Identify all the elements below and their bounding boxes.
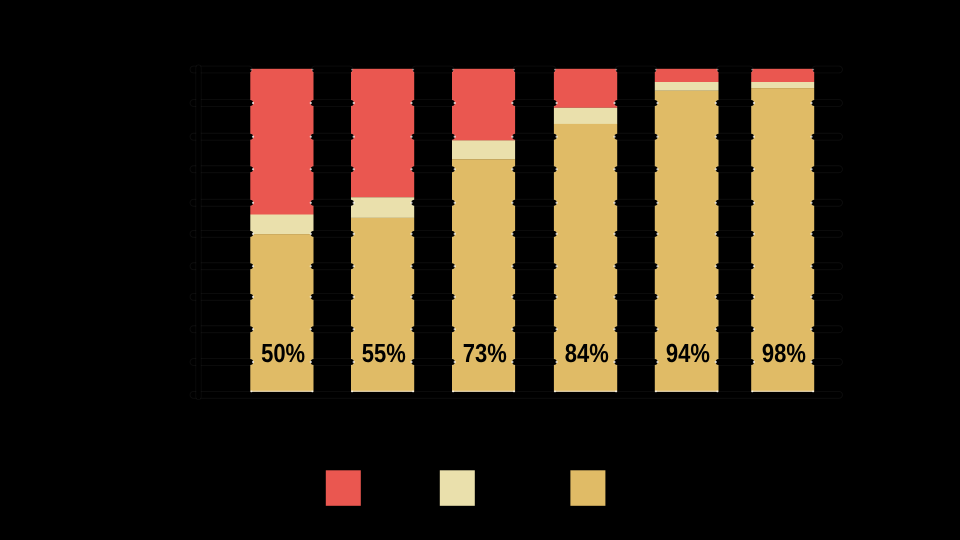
svg-text:73%: 73% xyxy=(463,338,507,368)
svg-text:94%: 94% xyxy=(666,338,710,368)
svg-text:84%: 84% xyxy=(565,338,609,368)
svg-text:55%: 55% xyxy=(362,338,406,368)
svg-text:98%: 98% xyxy=(762,338,806,368)
svg-text:50%: 50% xyxy=(261,338,305,368)
